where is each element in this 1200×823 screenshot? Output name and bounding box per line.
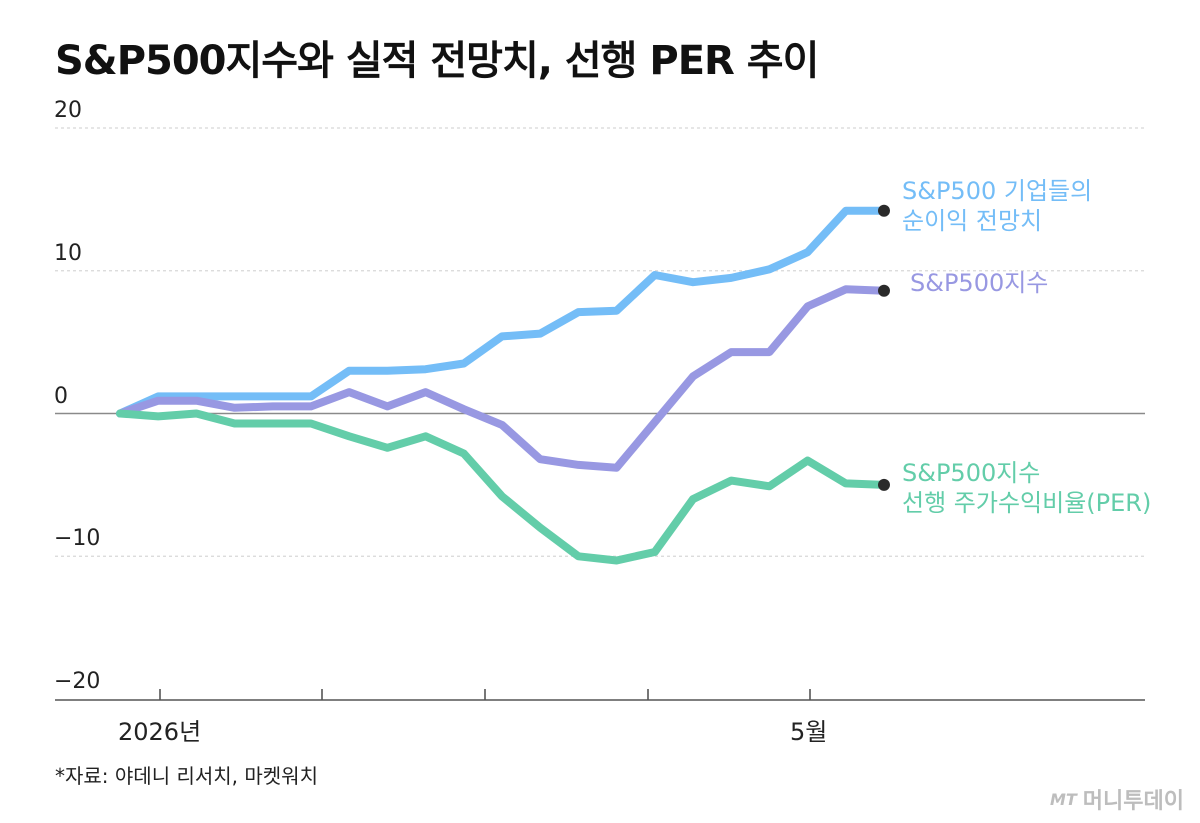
series-label-line: 순이익 전망치 xyxy=(902,207,1043,235)
y-tick-label: 10 xyxy=(54,240,82,266)
publisher-logo: MT 머니투데이 xyxy=(1050,783,1184,815)
series-label: S&P500지수 xyxy=(910,268,1048,298)
series-end-dot xyxy=(878,204,890,217)
x-tick-label: 5월 xyxy=(790,718,828,746)
y-tick-label: 20 xyxy=(54,98,82,123)
grid-lines xyxy=(55,127,1145,557)
series-end-dot xyxy=(878,478,890,491)
series-line xyxy=(116,206,888,418)
series-lines xyxy=(116,206,888,565)
y-tick-label: −10 xyxy=(54,526,101,552)
series-label-line: S&P500지수 xyxy=(910,269,1049,297)
y-tick-label: −20 xyxy=(54,669,101,694)
series-line xyxy=(116,409,888,565)
logo-name: 머니투데이 xyxy=(1082,789,1184,814)
logo-mark: MT xyxy=(1049,789,1077,809)
x-tick-label: 2026년 xyxy=(118,718,202,746)
series-label-line: S&P500지수 xyxy=(902,459,1041,487)
series-label-line: S&P500 기업들의 xyxy=(902,177,1093,205)
series-end-markers xyxy=(878,204,890,491)
series-label-line: 선행 주가수익비율(PER) xyxy=(902,489,1152,517)
series-line xyxy=(116,285,888,472)
x-axis xyxy=(55,689,1145,701)
series-label: S&P500 기업들의 순이익 전망치 xyxy=(902,176,1092,236)
series-end-dot xyxy=(878,284,890,297)
series-label: S&P500지수 선행 주가수익비율(PER) xyxy=(902,458,1151,518)
source-note: *자료: 야데니 리서치, 마켓워치 xyxy=(55,764,318,788)
y-tick-label: 0 xyxy=(54,383,68,409)
chart-title: S&P500지수와 실적 전망치, 선행 PER 추이 xyxy=(55,38,819,84)
